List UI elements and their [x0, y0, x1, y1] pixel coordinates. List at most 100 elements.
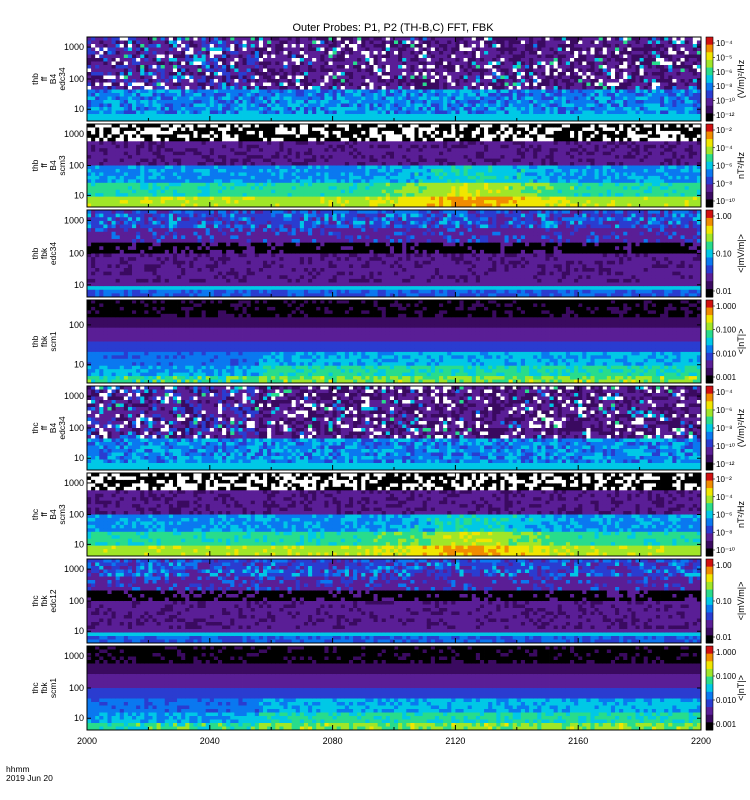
heatmap-cell: [152, 100, 156, 104]
heatmap-cell: [513, 90, 517, 94]
heatmap-cell: [689, 58, 693, 62]
heatmap-cell: [619, 111, 623, 115]
heatmap-cell: [664, 44, 668, 48]
heatmap-cell: [304, 148, 308, 152]
heatmap-cell: [410, 83, 414, 87]
heatmap-cell: [181, 93, 185, 97]
heatmap-cell: [541, 44, 545, 48]
heatmap-cell: [124, 159, 128, 163]
heatmap-cell: [353, 111, 357, 115]
heatmap-cell: [312, 107, 316, 111]
heatmap-cell: [279, 90, 283, 94]
heatmap-cell: [496, 51, 500, 55]
heatmap-cell: [198, 90, 202, 94]
heatmap-cell: [402, 72, 406, 76]
heatmap-cell: [148, 107, 152, 111]
heatmap-cell: [140, 193, 144, 197]
heatmap-cell: [87, 141, 91, 145]
heatmap-cell: [529, 76, 533, 80]
heatmap-cell: [505, 93, 509, 97]
heatmap-cell: [537, 90, 541, 94]
heatmap-cell: [230, 107, 234, 111]
heatmap-cell: [357, 90, 361, 94]
heatmap-cell: [644, 79, 648, 83]
heatmap-cell: [300, 90, 304, 94]
heatmap-cell: [447, 65, 451, 69]
heatmap-cell: [623, 76, 627, 80]
heatmap-cell: [541, 90, 545, 94]
heatmap-cell: [316, 62, 320, 66]
heatmap-cell: [627, 100, 631, 104]
heatmap-cell: [259, 166, 263, 170]
heatmap-cell: [509, 62, 513, 66]
heatmap-cell: [329, 100, 333, 104]
heatmap-cell: [357, 93, 361, 97]
heatmap-cell: [148, 86, 152, 90]
heatmap-cell: [660, 97, 664, 101]
heatmap-cell: [595, 48, 599, 52]
heatmap-cell: [676, 114, 680, 118]
heatmap-cell: [116, 37, 120, 41]
heatmap-cell: [623, 93, 627, 97]
heatmap-cell: [267, 79, 271, 83]
heatmap-cell: [656, 55, 660, 59]
heatmap-cell: [181, 179, 185, 183]
heatmap-cell: [107, 48, 111, 52]
heatmap-cell: [480, 72, 484, 76]
y-tick-label: 10: [74, 104, 84, 114]
heatmap-cell: [492, 83, 496, 87]
heatmap-cell: [87, 79, 91, 83]
heatmap-cell: [161, 134, 165, 138]
heatmap-cell: [689, 55, 693, 59]
heatmap-cell: [288, 134, 292, 138]
heatmap-cell: [177, 159, 181, 163]
heatmap-cell: [390, 58, 394, 62]
heatmap-cell: [169, 51, 173, 55]
heatmap-cell: [263, 93, 267, 97]
heatmap-cell: [99, 76, 103, 80]
heatmap-cell: [329, 90, 333, 94]
heatmap-cell: [607, 107, 611, 111]
heatmap-cell: [267, 69, 271, 73]
heatmap-cell: [103, 65, 107, 69]
heatmap-cell: [607, 114, 611, 118]
heatmap-cell: [562, 72, 566, 76]
heatmap-cell: [300, 65, 304, 69]
heatmap-cell: [161, 183, 165, 187]
heatmap-cell: [398, 83, 402, 87]
heatmap-cell: [316, 55, 320, 59]
heatmap-cell: [361, 69, 365, 73]
heatmap-cell: [189, 107, 193, 111]
heatmap-cell: [103, 183, 107, 187]
heatmap-cell: [378, 48, 382, 52]
heatmap-cell: [95, 145, 99, 149]
heatmap-cell: [185, 138, 189, 142]
heatmap-cell: [255, 51, 259, 55]
heatmap-cell: [562, 104, 566, 108]
heatmap-cell: [447, 69, 451, 73]
heatmap-cell: [148, 183, 152, 187]
heatmap-cell: [554, 69, 558, 73]
heatmap-cell: [124, 37, 128, 41]
heatmap-cell: [99, 90, 103, 94]
heatmap-cell: [140, 58, 144, 62]
heatmap-cell: [541, 86, 545, 90]
heatmap-cell: [459, 76, 463, 80]
heatmap-cell: [124, 55, 128, 59]
heatmap-cell: [120, 197, 124, 201]
heatmap-cell: [660, 107, 664, 111]
heatmap-cell: [275, 100, 279, 104]
spectrogram-thb-ff-b4-scm3: [87, 124, 701, 207]
heatmap-cell: [369, 65, 373, 69]
heatmap-cell: [107, 141, 111, 145]
heatmap-cell: [550, 55, 554, 59]
heatmap-cell: [668, 79, 672, 83]
heatmap-cell: [345, 65, 349, 69]
heatmap-cell: [582, 58, 586, 62]
heatmap-cell: [324, 55, 328, 59]
heatmap-cell: [402, 76, 406, 80]
heatmap-cell: [214, 72, 218, 76]
heatmap-cell: [316, 65, 320, 69]
heatmap-cell: [230, 69, 234, 73]
heatmap-cell: [234, 51, 238, 55]
